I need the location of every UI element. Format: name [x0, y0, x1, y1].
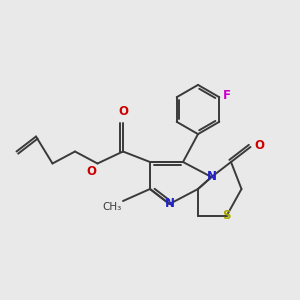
Text: S: S	[222, 209, 231, 223]
Text: O: O	[86, 165, 96, 178]
Text: F: F	[223, 89, 231, 102]
Text: CH₃: CH₃	[102, 202, 122, 212]
Text: N: N	[206, 170, 217, 184]
Text: N: N	[164, 197, 175, 211]
Text: O: O	[254, 139, 264, 152]
Text: O: O	[118, 106, 128, 118]
